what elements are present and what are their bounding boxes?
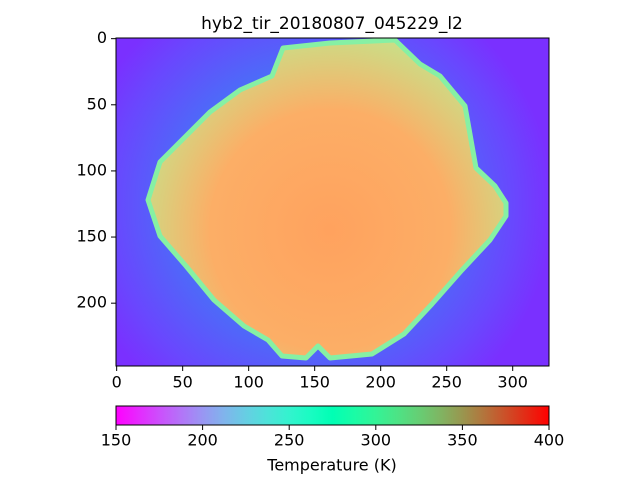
- x-tick-label: 300: [497, 373, 528, 392]
- thermal-image: [116, 38, 549, 366]
- y-tick-label: 200: [76, 293, 107, 312]
- colorbar-tick-label: 400: [534, 431, 565, 450]
- colorbar-tick-label: 150: [101, 431, 132, 450]
- y-tick-label: 0: [97, 28, 107, 47]
- asteroid: [145, 38, 509, 361]
- x-tick-label: 100: [233, 373, 264, 392]
- axes-frame: [115, 37, 550, 367]
- colorbar-tick-label: 350: [447, 431, 478, 450]
- y-tick-label: 50: [87, 94, 107, 113]
- y-tick-label: 100: [76, 160, 107, 179]
- colorbar-tick-label: 250: [274, 431, 305, 450]
- colorbar-tick-label: 300: [361, 431, 392, 450]
- x-tick-label: 200: [365, 373, 396, 392]
- colorbar: [115, 405, 550, 426]
- y-tick-label: 150: [76, 227, 107, 246]
- x-tick-label: 150: [299, 373, 330, 392]
- x-tick-label: 0: [112, 373, 122, 392]
- x-tick-label: 50: [172, 373, 192, 392]
- colorbar-tick-label: 200: [187, 431, 218, 450]
- colorbar-label: Temperature (K): [266, 456, 396, 475]
- chart-title: hyb2_tir_20180807_045229_l2: [201, 14, 463, 34]
- x-tick-label: 250: [431, 373, 462, 392]
